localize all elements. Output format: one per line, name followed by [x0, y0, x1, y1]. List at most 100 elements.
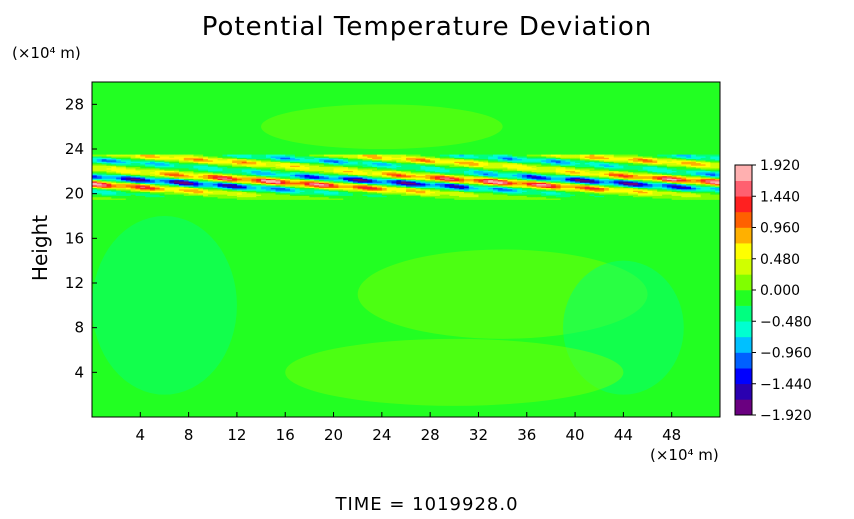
heatmap-cell — [473, 176, 480, 179]
heatmap-cell — [507, 179, 513, 182]
heatmap-cell — [546, 197, 552, 200]
heatmap-cell — [642, 176, 649, 179]
heatmap-cell — [579, 190, 586, 192]
heatmap-cell — [449, 158, 455, 161]
heatmap-cell — [294, 167, 301, 170]
heatmap-cell — [236, 170, 243, 173]
heatmap-cell — [352, 155, 359, 158]
heatmap-cell — [449, 170, 455, 173]
heatmap-cell — [642, 175, 649, 178]
heatmap-cell — [256, 172, 262, 175]
heatmap-cell — [657, 191, 663, 194]
heatmap-cell — [406, 171, 412, 174]
heatmap-cell — [647, 175, 653, 178]
x-tick-label: 40 — [566, 426, 585, 444]
heatmap-cell — [430, 175, 436, 178]
heatmap-cell — [676, 192, 682, 195]
heatmap-cell — [149, 180, 156, 183]
heatmap-cell — [628, 154, 634, 157]
heatmap-cell — [671, 163, 678, 166]
heatmap-cell — [589, 169, 595, 171]
heatmap-cell — [589, 197, 595, 200]
heatmap-cell — [434, 162, 441, 165]
heatmap-cell — [314, 197, 320, 200]
heatmap-cell — [483, 176, 489, 179]
heatmap-cell — [652, 154, 658, 157]
heatmap-cell — [541, 158, 547, 161]
heatmap-cell — [623, 158, 629, 161]
heatmap-cell — [111, 186, 117, 189]
heatmap-cell — [154, 169, 161, 171]
heatmap-cell — [135, 178, 141, 181]
heatmap-cell — [521, 170, 528, 173]
heatmap-cell — [145, 178, 151, 181]
heatmap-cell — [323, 187, 330, 190]
heatmap-cell — [613, 180, 620, 183]
heatmap-cell — [222, 192, 228, 195]
heatmap-cell — [637, 157, 644, 160]
heatmap-cell — [555, 158, 562, 161]
heatmap-cell — [203, 170, 209, 173]
heatmap-cell — [454, 163, 460, 166]
heatmap-cell — [314, 169, 320, 171]
heatmap-cell — [227, 182, 233, 185]
heatmap-cell — [512, 196, 518, 199]
heatmap-cell — [478, 192, 484, 195]
heatmap-cell — [676, 184, 682, 187]
heatmap-cell — [348, 178, 354, 181]
plot-frame — [91, 81, 721, 418]
heatmap-cell — [497, 193, 504, 196]
heatmap-cell — [111, 184, 117, 187]
heatmap-cell — [618, 159, 624, 162]
heatmap-cell — [406, 191, 412, 194]
heatmap-cell — [454, 193, 460, 196]
heatmap-cell — [628, 188, 634, 191]
heatmap-cell — [101, 163, 108, 166]
heatmap-cell — [256, 184, 262, 187]
heatmap-cell — [497, 182, 504, 185]
heatmap-cell — [377, 169, 383, 171]
heatmap-cell — [135, 172, 141, 175]
heatmap-cell — [275, 179, 281, 182]
heatmap-cell — [372, 159, 378, 162]
heatmap-cell — [304, 155, 310, 158]
heatmap-cell — [642, 180, 649, 183]
heatmap-cell — [106, 170, 112, 173]
heatmap-cell — [362, 163, 368, 166]
heatmap-cell — [236, 179, 243, 182]
heatmap-cell — [584, 172, 591, 175]
heatmap-cell — [386, 169, 393, 171]
heatmap-cell — [309, 192, 315, 195]
heatmap-cell — [323, 172, 330, 175]
heatmap-cell — [381, 171, 388, 174]
heatmap-cell — [647, 190, 653, 192]
heatmap-cell — [338, 176, 344, 179]
heatmap-cell — [401, 172, 407, 175]
heatmap-cell — [507, 192, 513, 195]
heatmap-cell — [125, 170, 132, 173]
heatmap-cell — [106, 180, 112, 183]
heatmap-cell — [367, 179, 373, 182]
heatmap-cell — [299, 161, 306, 164]
heatmap-cell — [275, 191, 281, 194]
heatmap-cell — [676, 188, 682, 191]
heatmap-cell — [560, 172, 567, 175]
heatmap-cell — [246, 162, 253, 165]
heatmap-cell — [328, 175, 335, 178]
heatmap-cell — [420, 180, 426, 183]
heatmap-cell — [135, 188, 141, 191]
heatmap-cell — [149, 166, 156, 169]
heatmap-cell — [174, 179, 180, 182]
heatmap-cell — [657, 183, 663, 186]
heatmap-cell — [174, 176, 180, 179]
heatmap-cell — [232, 192, 238, 195]
heatmap-cell — [290, 163, 296, 166]
heatmap-cell — [541, 179, 547, 182]
heatmap-cell — [473, 184, 480, 187]
heatmap-cell — [715, 184, 720, 187]
heatmap-cell — [550, 182, 557, 185]
heatmap-cell — [381, 162, 388, 165]
heatmap-cell — [241, 184, 248, 187]
heatmap-cell — [377, 186, 383, 189]
heatmap-cell — [135, 187, 141, 190]
